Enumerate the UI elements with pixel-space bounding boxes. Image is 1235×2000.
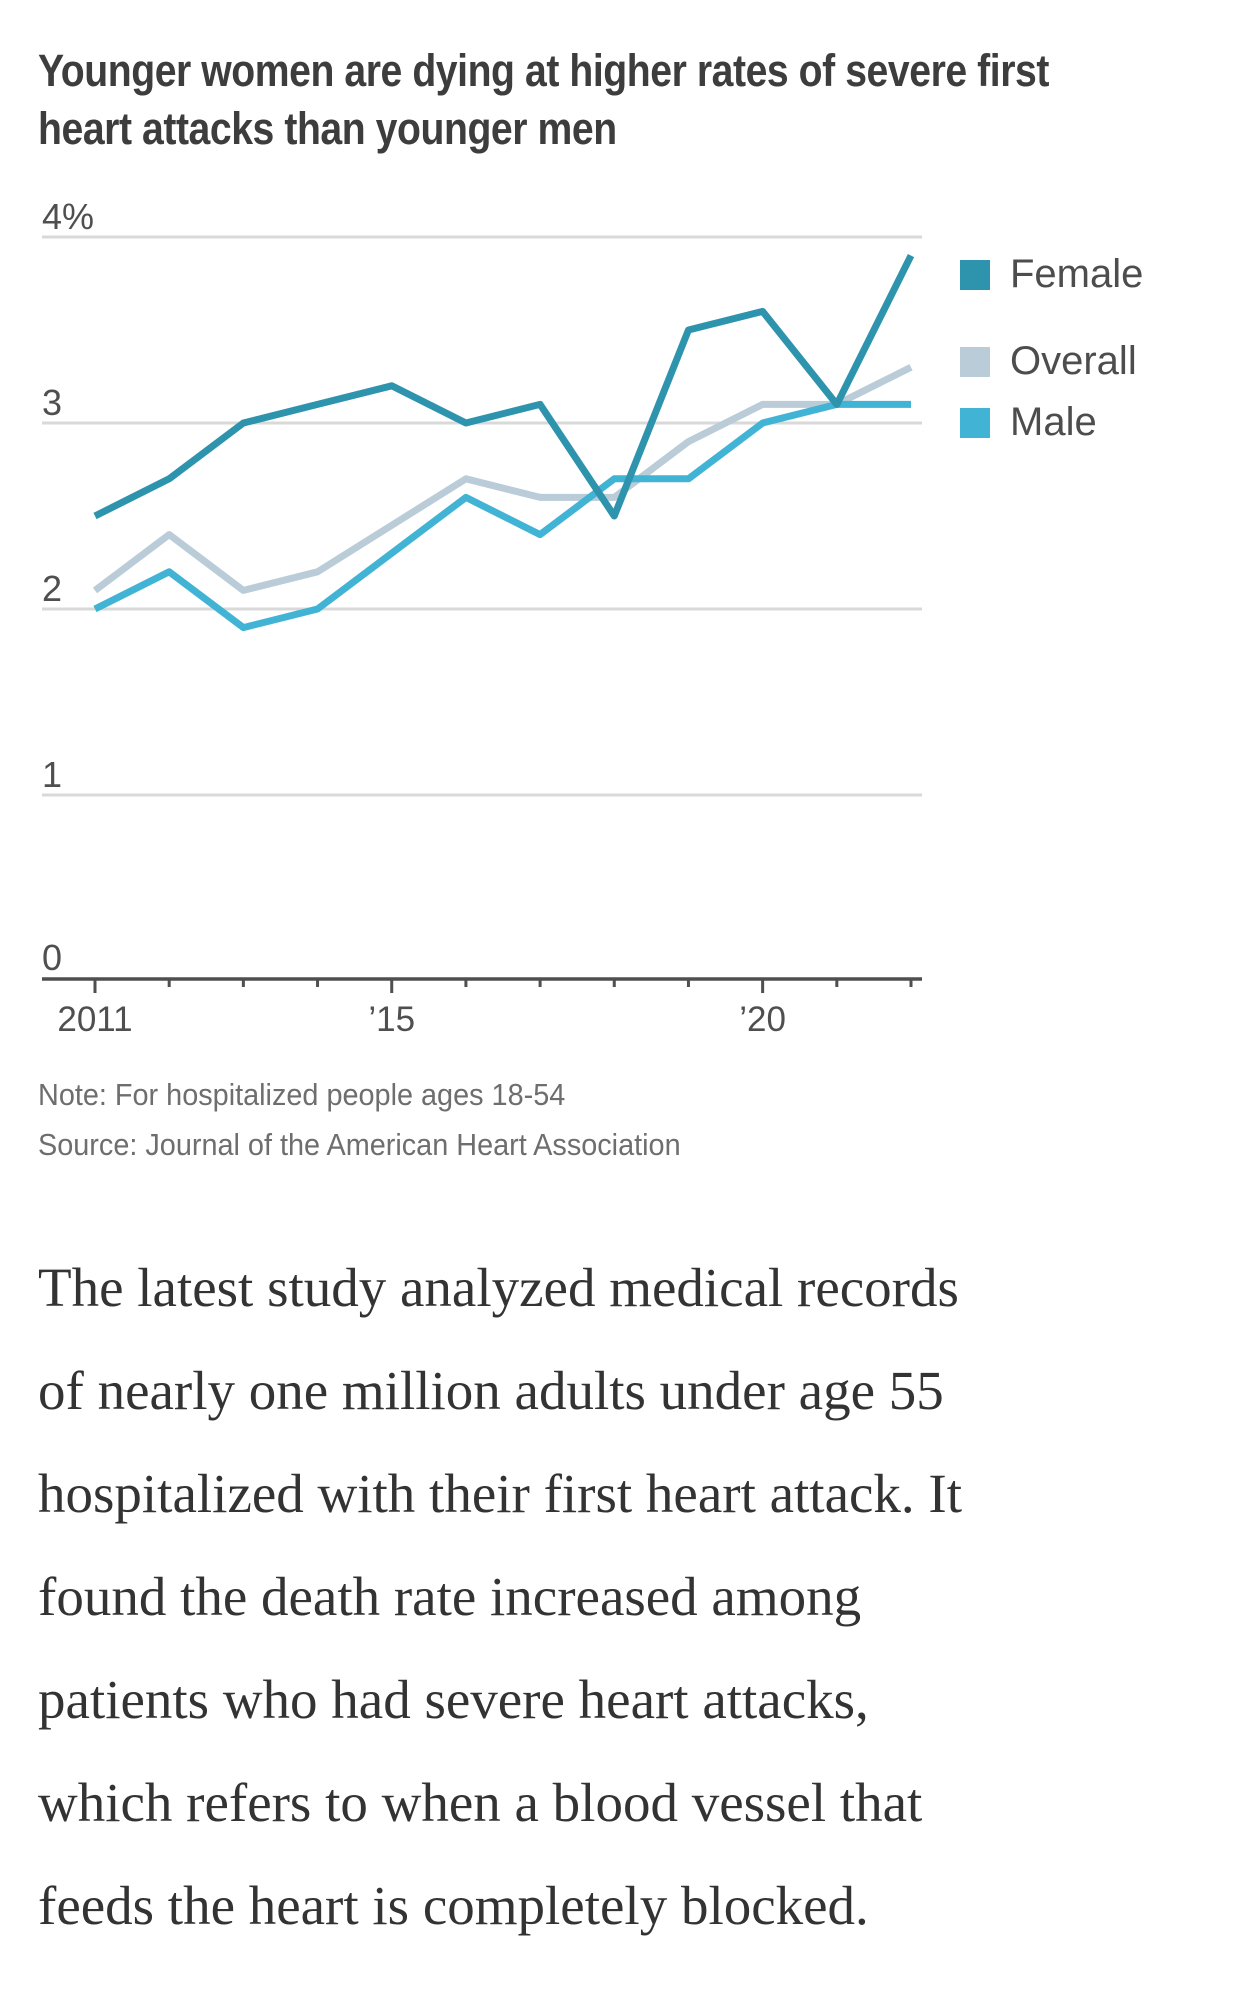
chart-footnotes: Note: For hospitalized people ages 18-54… xyxy=(38,1070,681,1170)
male-swatch-icon xyxy=(960,407,990,438)
source-text: Source: Journal of the American Heart As… xyxy=(38,1127,681,1162)
article-line: of nearly one million adults under age 5… xyxy=(38,1360,944,1421)
chart-legend: Female Overall Male xyxy=(960,252,1143,445)
legend-item-male: Male xyxy=(960,400,1143,445)
y-axis-label: 3 xyxy=(42,382,62,423)
legend-item-female: Female xyxy=(960,252,1143,297)
article-line: hospitalized with their first heart atta… xyxy=(38,1463,962,1524)
line-chart: 4% 3 2 1 0 2011 ’15 ’20 xyxy=(42,196,922,1039)
note-text: Note: For hospitalized people ages 18-54 xyxy=(38,1077,566,1112)
article-line: which refers to when a blood vessel that xyxy=(38,1772,923,1833)
article-line: patients who had severe heart attacks, xyxy=(38,1669,869,1730)
x-axis-label: 2011 xyxy=(57,1000,132,1039)
x-axis-label: ’15 xyxy=(368,1000,415,1039)
y-axis-label: 0 xyxy=(42,937,62,978)
y-axis-label: 1 xyxy=(42,754,62,795)
overall-swatch-icon xyxy=(960,346,990,377)
legend-label-female: Female xyxy=(1010,252,1144,296)
headline-line-2: heart attacks than younger men xyxy=(38,103,617,154)
article-line: found the death rate increased among xyxy=(38,1566,862,1627)
female-swatch-icon xyxy=(960,259,990,290)
article-line: feeds the heart is completely blocked. xyxy=(38,1875,869,1936)
y-axis-label: 4% xyxy=(42,196,94,237)
series-line-male xyxy=(93,400,911,632)
legend-label-male: Male xyxy=(1010,400,1097,444)
legend-item-overall: Overall xyxy=(960,339,1143,384)
headline-line-1: Younger women are dying at higher rates … xyxy=(38,45,1049,96)
article-paragraph: The latest study analyzed medical record… xyxy=(38,1236,962,1957)
x-axis-label: ’20 xyxy=(739,1000,786,1039)
y-axis-label: 2 xyxy=(42,568,62,609)
legend-label-overall: Overall xyxy=(1010,339,1137,383)
article-line: The latest study analyzed medical record… xyxy=(38,1257,959,1318)
series-line-overall xyxy=(92,364,913,594)
series-line-female xyxy=(93,254,915,520)
chart-headline: Younger women are dying at higher rates … xyxy=(38,42,1200,158)
